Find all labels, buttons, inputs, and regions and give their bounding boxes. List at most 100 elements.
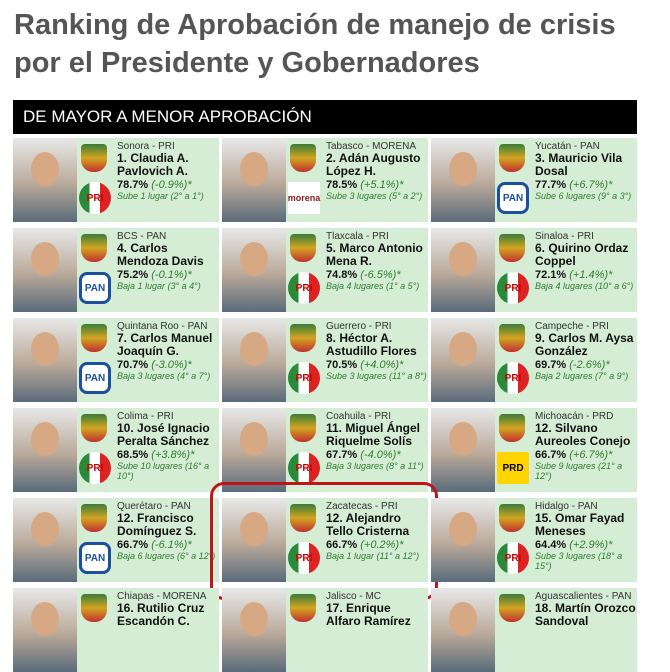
governor-name: 16. Rutilio Cruz Escandón C. — [117, 601, 205, 628]
approval: 78.5% — [326, 179, 358, 191]
rank-move: Baja 4 lugares (1° a 5°) — [326, 281, 420, 291]
state-party: Aguascalientes - PAN — [535, 591, 632, 602]
governor-card: morena Tabasco - MORENA 2. Adán Augusto Ló… — [222, 138, 428, 222]
portrait — [222, 318, 286, 402]
approval: 68.5% — [117, 449, 149, 461]
governor-card: PAN Quintana Roo - PAN 7. Carlos Manuel Jo… — [13, 318, 219, 402]
governor-name: 12. Francisco Domínguez S. — [117, 511, 197, 538]
change: (+6.7%)* — [569, 179, 613, 191]
party-logo: PRI — [497, 272, 529, 304]
rank-move: Sube 3 lugares (5° a 2°) — [326, 191, 423, 201]
party-logo: morena — [288, 182, 320, 214]
governor-name: 15. Omar Fayad Meneses — [535, 511, 625, 538]
governor-card: PAN BCS - PAN 4. Carlos Mendoza Davis 75.2%… — [13, 228, 219, 312]
change: (+0.2%)* — [360, 539, 404, 551]
portrait — [431, 588, 495, 672]
party-logo: PRI — [288, 542, 320, 574]
rank-move: Sube 3 lugares (11° a 8°) — [326, 371, 427, 381]
portrait — [222, 498, 286, 582]
governor-card: PRI Zacatecas - PRI 12. Alejandro Tello Cr… — [222, 498, 428, 582]
card-text: Chiapas - MORENA 16. Rutilio Cruz Escandó… — [117, 591, 219, 628]
card-text: Guerrero - PRI 8. Héctor A. Astudillo Flo… — [326, 321, 428, 381]
governor-name: 6. Quirino Ordaz Coppel — [535, 241, 629, 268]
party-logo: PRI — [497, 542, 529, 574]
card-text: Sonora - PRI 1. Claudia A. Pavlovich A. 78… — [117, 141, 219, 201]
change: (-6.1%)* — [151, 539, 192, 551]
state-crest — [81, 504, 107, 532]
change: (-0.9%)* — [151, 179, 192, 191]
party-logo: PAN — [79, 542, 111, 574]
governor-name: 3. Mauricio Vila Dosal — [535, 151, 623, 178]
card-text: Colima - PRI 10. José Ignacio Peralta Sán… — [117, 411, 219, 481]
approval-line: 69.7% (-2.6%)* — [535, 359, 637, 371]
state-crest — [81, 144, 107, 172]
approval-line: 66.7% (+0.2%)* — [326, 539, 428, 551]
approval-line: 64.4% (+2.9%)* — [535, 539, 637, 551]
state-crest — [290, 234, 316, 262]
approval: 66.7% — [117, 539, 149, 551]
change: (-3.0%)* — [151, 359, 192, 371]
governor-name: 10. José Ignacio Peralta Sánchez — [117, 421, 210, 448]
state-party: Tlaxcala - PRI — [326, 231, 389, 242]
governor-name: 2. Adán Augusto López H. — [326, 151, 421, 178]
approval-line: 74.8% (-6.5%)* — [326, 269, 428, 281]
governor-name: 11. Miguel Ángel Riquelme Solís — [326, 421, 421, 448]
approval: 66.7% — [326, 539, 358, 551]
governor-name: 7. Carlos Manuel Joaquín G. — [117, 331, 213, 358]
card-text: Querétaro - PAN 12. Francisco Domínguez S… — [117, 501, 219, 561]
governor-card: PRI Colima - PRI 10. José Ignacio Peralta … — [13, 408, 219, 492]
governor-name: 9. Carlos M. Aysa González — [535, 331, 634, 358]
rank-move: Sube 1 lugar (2° a 1°) — [117, 191, 204, 201]
governor-name: 18. Martín Orozco Sandoval — [535, 601, 636, 628]
portrait — [222, 408, 286, 492]
party-logo: PAN — [79, 272, 111, 304]
state-party: Sonora - PRI — [117, 141, 175, 152]
governor-name: 12. Silvano Aureoles Conejo — [535, 421, 631, 448]
state-party: Colima - PRI — [117, 411, 174, 422]
change: (+2.9%)* — [569, 539, 613, 551]
governor-card: PRI Tlaxcala - PRI 5. Marco Antonio Mena R… — [222, 228, 428, 312]
state-party: Yucatán - PAN — [535, 141, 600, 152]
page: Ranking de Aprobación de manejo de crisi… — [13, 9, 637, 672]
change: (+1.4%)* — [569, 269, 613, 281]
portrait — [13, 408, 77, 492]
change: (-2.6%)* — [569, 359, 610, 371]
card-text: Jalisco - MC 17. Enrique Alfaro Ramírez — [326, 591, 428, 628]
change: (+5.1%)* — [360, 179, 404, 191]
governor-card: PRI Hidalgo - PAN 15. Omar Fayad Meneses 64… — [431, 498, 637, 582]
change: (-0.1%)* — [151, 269, 192, 281]
state-crest — [499, 324, 525, 352]
state-crest — [290, 594, 316, 622]
approval-line: 66.7% (-6.1%)* — [117, 539, 219, 551]
state-party: Michoacán - PRD — [535, 411, 614, 422]
approval-line: 75.2% (-0.1%)* — [117, 269, 219, 281]
state-crest — [290, 414, 316, 442]
state-crest — [290, 324, 316, 352]
approval-line: 78.7% (-0.9%)* — [117, 179, 219, 191]
rank-move: Baja 4 lugares (10° a 6°) — [535, 281, 634, 291]
banner: DE MAYOR A MENOR APROBACIÓN — [13, 100, 637, 134]
portrait — [431, 408, 495, 492]
state-party: Chiapas - MORENA — [117, 591, 207, 602]
rank-move: Baja 1 lugar (11° a 12°) — [326, 551, 420, 561]
approval-line: 68.5% (+3.8%)* — [117, 449, 219, 461]
portrait — [431, 318, 495, 402]
approval-line: 70.7% (-3.0%)* — [117, 359, 219, 371]
governor-name: 17. Enrique Alfaro Ramírez — [326, 601, 411, 628]
approval: 66.7% — [535, 449, 567, 461]
governor-card: Jalisco - MC 17. Enrique Alfaro Ramírez — [222, 588, 428, 672]
party-logo: PRI — [79, 182, 111, 214]
rank-move: Sube 9 lugares (21° a 12°) — [535, 461, 623, 481]
approval-line: 70.5% (+4.0%)* — [326, 359, 428, 371]
rank-move: Sube 10 lugares (16° a 10°) — [117, 461, 210, 481]
approval: 67.7% — [326, 449, 358, 461]
party-logo: PRI — [497, 362, 529, 394]
state-crest — [81, 324, 107, 352]
governor-name: 1. Claudia A. Pavlovich A. — [117, 151, 189, 178]
approval-line: 77.7% (+6.7%)* — [535, 179, 637, 191]
change: (-6.5%)* — [360, 269, 401, 281]
approval: 74.8% — [326, 269, 358, 281]
governor-card: PRI Coahuila - PRI 11. Miguel Ángel Riquel… — [222, 408, 428, 492]
rank-move: Sube 3 lugares (18° a 15°) — [535, 551, 623, 571]
rank-move: Baja 3 lugares (8° a 11°) — [326, 461, 424, 471]
